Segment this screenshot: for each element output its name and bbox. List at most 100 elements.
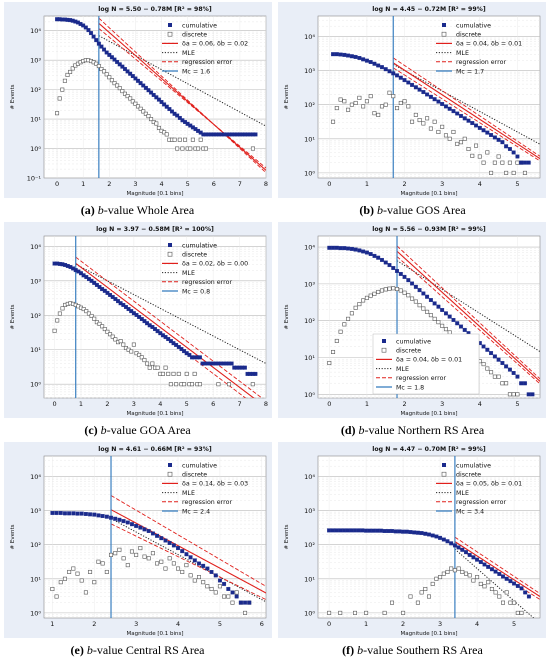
caption-a: (a) b-value Whole Area (80, 203, 195, 217)
discrete-point (449, 566, 454, 571)
discrete-point (166, 371, 171, 376)
regression-fit-line (75, 262, 255, 398)
discrete-point (364, 295, 369, 300)
discrete-point (142, 358, 147, 363)
cumulative-point (121, 519, 126, 524)
cumulative-point (167, 107, 172, 112)
discrete-point (81, 307, 86, 312)
cumulative-point (84, 275, 89, 279)
discrete-point (108, 332, 113, 337)
cumulative-point (459, 324, 463, 329)
cumulative-point (425, 92, 430, 97)
cumulative-point (151, 92, 156, 97)
cumulative-point (504, 364, 509, 369)
discrete-point (52, 328, 57, 333)
cumulative-point (383, 260, 388, 265)
discrete-point (134, 552, 139, 557)
cumulative-point (334, 245, 339, 250)
cumulative-point (163, 538, 168, 543)
cumulative-point (338, 246, 343, 251)
discrete-point (96, 559, 101, 564)
discrete-point (496, 154, 501, 159)
x-tick-label: 8 (264, 400, 268, 408)
plot-layer (327, 236, 540, 398)
x-tick-label: 4 (475, 620, 479, 628)
cumulative-point (96, 513, 101, 518)
cumulative-point (387, 69, 392, 74)
discrete-point (97, 321, 102, 326)
cumulative-point (419, 531, 424, 536)
cumulative-point (436, 99, 441, 104)
cumulative-point (452, 543, 457, 548)
x-tick-label: 4 (159, 180, 163, 188)
mle-line (75, 263, 266, 364)
cumulative-point (110, 295, 115, 299)
discrete-point (167, 556, 172, 561)
legend-label: discrete (456, 472, 481, 479)
cumulative-point (154, 95, 159, 100)
y-tick-label: 10³ (304, 507, 315, 515)
discrete-point (357, 95, 362, 100)
y-tick-label: 10¹ (30, 346, 41, 354)
cumulative-point (176, 345, 181, 349)
discrete-point (331, 349, 336, 354)
discrete-point (327, 610, 332, 615)
discrete-point (504, 170, 509, 175)
discrete-point (150, 551, 155, 556)
y-axis-label: # Events (10, 304, 16, 329)
cumulative-point (445, 539, 450, 544)
cumulative-point (353, 247, 358, 252)
cumulative-point (176, 546, 180, 551)
y-tick-label: 10⁴ (304, 473, 315, 481)
cumulative-point (376, 255, 381, 260)
cumulative-point (123, 305, 128, 309)
discrete-point (406, 104, 411, 109)
cumulative-point (421, 90, 426, 95)
discrete-point (410, 296, 415, 301)
x-tick-label: 0 (327, 620, 331, 628)
x-tick-label: 7 (238, 400, 242, 408)
cumulative-point (361, 57, 366, 62)
legend: cumulative discrete δa = 0.06, δb = 0.02 ML… (162, 22, 248, 75)
x-tick-label: 2 (402, 180, 406, 188)
discrete-point (415, 600, 420, 605)
cumulative-point (142, 527, 147, 532)
cumulative-point (102, 47, 107, 52)
cumulative-point (380, 257, 384, 262)
cumulative-point (177, 115, 182, 120)
x-tick-label: 0 (327, 400, 331, 408)
discrete-point (109, 552, 114, 557)
cumulative-point (462, 116, 467, 121)
discrete-point (171, 561, 176, 566)
cumulative-point (159, 100, 164, 104)
discrete-point (346, 316, 351, 321)
legend-label: δa = 0.04, δb = 0.01 (396, 357, 462, 364)
discrete-point (364, 610, 369, 615)
discrete-point (128, 96, 133, 101)
cumulative-point (456, 545, 461, 550)
caption-f: (f) b-value Southern RS Area (342, 643, 483, 657)
x-tick-label: 0 (53, 400, 57, 408)
cumulative-point (100, 514, 105, 518)
cumulative-point (364, 250, 369, 255)
cumulative-point (519, 381, 524, 386)
discrete-point (395, 287, 400, 292)
cumulative-point (353, 528, 357, 533)
x-tick-label: 3 (133, 180, 137, 188)
legend-label: discrete (396, 348, 421, 355)
discrete-point (172, 137, 177, 142)
cumulative-point (493, 569, 498, 574)
chart-svg-a: log N = 5.50 − 0.78M [R² = 98%] 0 1 2 3 4 5 6 7 8… (4, 2, 272, 198)
regression-error-line (110, 523, 266, 600)
cumulative-point (105, 290, 110, 295)
x-tick-label: 1 (79, 400, 83, 408)
cumulative-point (146, 529, 151, 533)
chart-svg-c: log N = 3.97 − 0.58M [R² = 100%] 0 1 2 3 4 5 6 7… (4, 222, 272, 418)
cumulative-point (481, 128, 486, 133)
legend: cumulative discrete δa = 0.14, δb = 0.03 ML… (162, 462, 248, 515)
discrete-point (419, 590, 424, 595)
x-tick-label: 6 (212, 180, 216, 188)
cumulative-point (417, 87, 422, 92)
discrete-point (243, 610, 248, 615)
